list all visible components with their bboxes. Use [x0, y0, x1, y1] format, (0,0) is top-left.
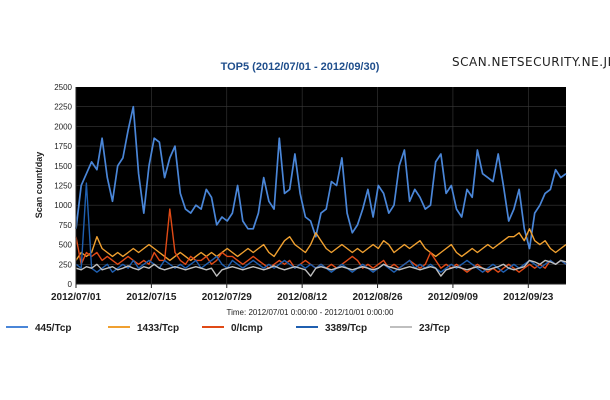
- x-tick-label: 2012/07/29: [202, 292, 252, 303]
- chart-title: TOP5 (2012/07/01 - 2012/09/30): [221, 61, 380, 73]
- legend-label: 445/Tcp: [35, 323, 72, 334]
- series-line-1433-tcp: [75, 228, 567, 262]
- y-tick-label: 2250: [54, 103, 72, 112]
- y-tick-label: 1750: [54, 142, 72, 151]
- series-line-445-tcp: [75, 105, 567, 250]
- x-axis-label: Time: 2012/07/01 0:00:00 - 2012/10/01 0:…: [227, 308, 394, 317]
- series-layer: [75, 105, 567, 277]
- y-tick-label: 250: [59, 260, 73, 269]
- y-tick-label: 1500: [54, 162, 72, 171]
- y-tick-label: 500: [59, 241, 73, 250]
- x-tick-label: 2012/08/26: [353, 292, 403, 303]
- x-tick-label: 2012/07/01: [51, 292, 101, 303]
- y-tick-label: 0: [68, 280, 73, 289]
- y-tick-label: 2500: [54, 83, 72, 92]
- legend: 445/Tcp 1433/Tcp 0/Icmp 3389/Tcp 23/Tcp: [6, 323, 450, 334]
- y-axis: 0 250 500 750 1000 1250 1500 1750 2000 2250 2500: [54, 83, 77, 289]
- x-tick-label: 2012/07/15: [126, 292, 176, 303]
- watermark: SCAN.NETSECURITY.NE.JP: [452, 55, 610, 69]
- y-tick-label: 1000: [54, 201, 72, 210]
- legend-label: 3389/Tcp: [325, 323, 367, 334]
- y-tick-label: 2000: [54, 122, 72, 131]
- y-axis-label: Scan count/day: [34, 152, 44, 219]
- x-axis: 2012/07/01 2012/07/15 2012/07/29 2012/08/12…: [51, 283, 566, 303]
- series-line-23-tcp: [75, 259, 567, 277]
- legend-label: 0/Icmp: [231, 323, 263, 334]
- y-tick-label: 750: [59, 221, 73, 230]
- x-tick-label: 2012/08/12: [277, 292, 327, 303]
- x-tick-label: 2012/09/09: [428, 292, 478, 303]
- x-tick-label: 2012/09/23: [503, 292, 553, 303]
- y-tick-label: 1250: [54, 182, 72, 191]
- legend-label: 1433/Tcp: [137, 323, 179, 334]
- legend-label: 23/Tcp: [419, 323, 450, 334]
